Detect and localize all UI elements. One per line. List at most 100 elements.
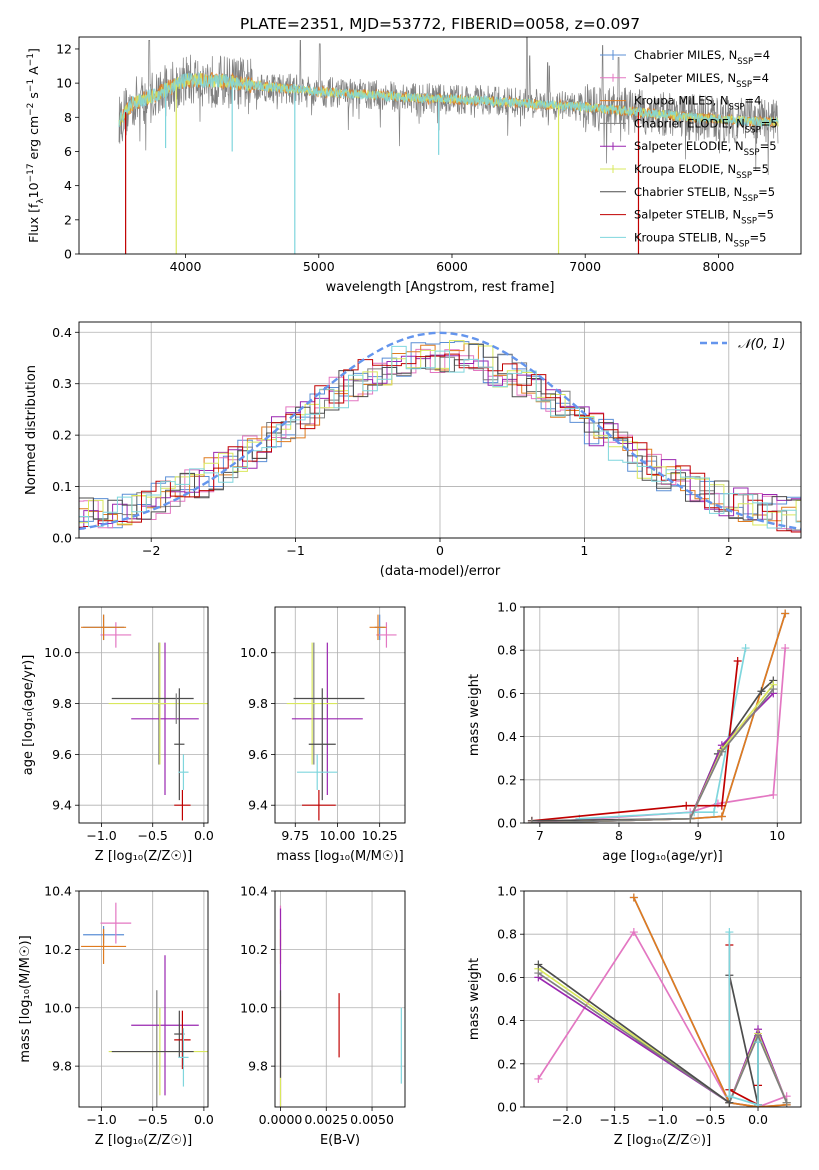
mass-weight-point-marker	[781, 644, 790, 653]
y-tick-label: 0	[64, 247, 72, 262]
y-tick-label: 10.0	[44, 1000, 72, 1015]
x-tick-label: 7	[536, 828, 544, 843]
legend-subscript: SSP	[734, 239, 750, 249]
x-tick-label: −2	[142, 543, 160, 558]
y-axis-label-part: s	[26, 92, 41, 103]
mass-weight-point-marker	[709, 808, 718, 817]
y-tick-label: 8	[64, 110, 72, 125]
legend-text: =5	[761, 116, 778, 130]
plot-area	[118, 37, 779, 254]
legend-entry-label: Kroupa ELODIE, NSSP=5	[634, 162, 769, 181]
legend-text: Chabrier STELIB, N	[634, 185, 742, 199]
y-axis-label-part: −17	[26, 163, 36, 182]
axes-frame	[274, 606, 406, 824]
axes-frame	[78, 321, 802, 539]
mass-weight-point-marker	[781, 609, 790, 618]
y-tick-label: 0.6	[497, 970, 517, 985]
x-tick-label: 10	[769, 828, 785, 843]
x-tick-label: −0.5	[695, 1112, 725, 1127]
y-tick-label: 10.2	[44, 942, 72, 957]
x-axis-label: Z [log₁₀(Z/Z☉)]	[614, 1133, 711, 1148]
mass-weight-point-marker	[527, 819, 536, 823]
plot-area	[81, 902, 208, 1107]
y-tick-label: 12	[56, 41, 72, 56]
axes-frame	[274, 890, 406, 1108]
y-tick-label: 10.2	[240, 942, 268, 957]
x-tick-label: 8	[615, 828, 623, 843]
y-tick-label: 0.2	[52, 428, 72, 443]
y-tick-label: 0.4	[497, 729, 517, 744]
y-axis-label: mass [log₁₀(M/M☉)]	[18, 935, 33, 1062]
legend-entry-label: Kroupa MILES, NSSP=4	[634, 94, 761, 113]
x-tick-label: 5000	[303, 259, 335, 274]
y-axis-label-part: 10	[26, 182, 41, 198]
y-axis-label-part: A	[26, 66, 41, 79]
legend-entry-label: Salpeter MILES, NSSP=4	[634, 71, 769, 90]
y-tick-label: 4	[64, 178, 72, 193]
legend-text: Salpeter STELIB, N	[634, 208, 741, 222]
y-axis-label-part: erg cm	[26, 116, 41, 164]
x-tick-label: −1.5	[600, 1112, 630, 1127]
mass-weight-point-marker	[686, 814, 695, 823]
mass-weight-point-marker	[769, 790, 778, 799]
mass-weight-point-marker	[754, 1038, 763, 1047]
plot-area	[279, 905, 402, 1107]
y-tick-label: 1.0	[497, 600, 517, 615]
x-tick-label: 0.0000	[259, 1112, 303, 1127]
x-tick-label: 0.0050	[350, 1112, 394, 1127]
x-axis-label: wavelength [Angstrom, rest frame]	[326, 280, 555, 295]
mass-weight-series-line	[531, 688, 774, 823]
legend-text: Chabrier ELODIE, N	[634, 116, 745, 130]
mass-weight-point-marker	[769, 685, 778, 694]
x-tick-label: 0.0	[748, 1112, 768, 1127]
y-tick-label: 9.8	[52, 1059, 72, 1074]
legend-subscript: SSP	[744, 148, 760, 158]
plot-area	[81, 614, 208, 821]
mass-weight-point-marker	[629, 893, 638, 902]
y-tick-label: 0.2	[497, 1056, 517, 1071]
mass-vs-metallicity-panel: −1.0 −0.5 0.0 9.8 10.0 10.2 10.4 Z [log₁₀(Z/Z☉)…	[18, 884, 214, 1149]
y-tick-label: 0.1	[52, 479, 72, 494]
legend-subscript: SSP	[742, 194, 758, 204]
legend-text: Salpeter ELODIE, N	[634, 139, 744, 153]
x-tick-label: −0.5	[138, 1112, 168, 1127]
x-tick-label: 0	[436, 543, 444, 558]
mass-weight-point-marker	[725, 1092, 734, 1101]
y-tick-label: 9.4	[248, 798, 268, 813]
x-tick-label: 0.0025	[304, 1112, 348, 1127]
normal-distribution-curve	[79, 331, 801, 531]
x-tick-label: −1.0	[86, 1112, 116, 1127]
x-tick-label: 9	[694, 828, 702, 843]
y-tick-label: 2	[64, 212, 72, 227]
x-axis-label: E(B-V)	[320, 1133, 360, 1148]
y-tick-label: 0.2	[497, 772, 517, 787]
x-axis-label: mass [log₁₀(M/M☉)]	[276, 849, 403, 864]
y-tick-label: 0.0	[52, 531, 72, 546]
mass-weight-point-marker	[682, 801, 691, 810]
x-axis-label: Z [log₁₀(Z/Z☉)]	[95, 849, 192, 864]
legend-text: =5	[760, 139, 777, 153]
mass-weight-series-line	[728, 932, 759, 1106]
mass-weight-point-marker	[629, 928, 638, 937]
y-axis-label-part: Flux [f	[26, 203, 41, 243]
y-axis-label-part: ]	[26, 48, 41, 53]
x-tick-label: 9.75	[281, 828, 309, 843]
legend-subscript: SSP	[737, 57, 753, 67]
legend-text: Kroupa STELIB, N	[634, 230, 734, 244]
y-tick-label: 10.0	[240, 1000, 268, 1015]
mass-weight-series-line	[531, 660, 739, 822]
y-tick-label: 1.0	[497, 884, 517, 899]
y-tick-label: 9.8	[52, 696, 72, 711]
legend-text: =5	[749, 230, 766, 244]
x-tick-label: 2	[725, 543, 733, 558]
legend-text: =4	[752, 71, 769, 85]
model-spectrum-line	[118, 71, 779, 128]
legend-text: Chabrier MILES, N	[634, 48, 737, 62]
y-tick-label: 10	[56, 76, 72, 91]
x-tick-label: 8000	[703, 259, 735, 274]
x-axis-label: age [log₁₀(age/yr)]	[602, 849, 723, 864]
y-tick-label: 9.8	[248, 1059, 268, 1074]
mass-weight-vs-metallicity-panel: −2.0 −1.5 −1.0 −0.5 0.0 0.0 0.2 0.4 0.6 0.8 1.0 Z […	[467, 884, 802, 1148]
y-axis-label-part: −1	[26, 53, 36, 66]
